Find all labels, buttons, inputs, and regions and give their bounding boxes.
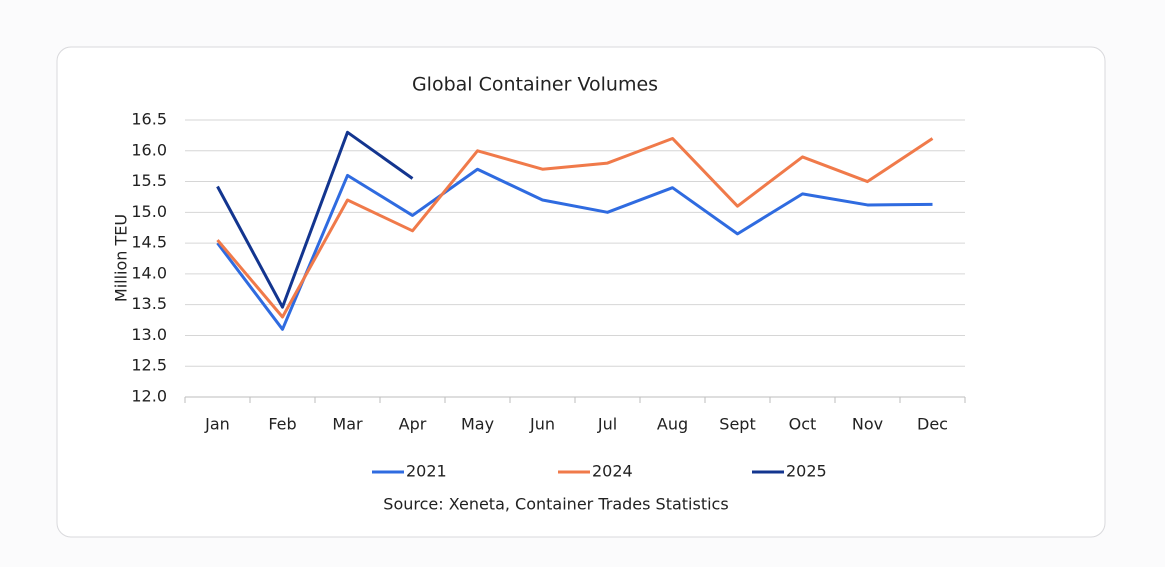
x-tick-label: Jun [529, 415, 555, 434]
chart-title: Global Container Volumes [412, 74, 658, 96]
x-tick-label: Nov [852, 415, 883, 434]
y-tick-label: 12.5 [131, 356, 167, 375]
y-axis-label: Million TEU [112, 214, 131, 302]
source: Source: Xeneta, Container Trades Statist… [383, 495, 728, 514]
y-tick-label: 14.5 [131, 233, 167, 252]
y-tick-label: 15.5 [131, 171, 167, 190]
x-tick-label: Aug [657, 415, 688, 434]
y-tick-label: 15.0 [131, 202, 167, 221]
y-tick-label: 14.0 [131, 263, 167, 282]
line-series [216, 136, 934, 319]
card [56, 46, 1106, 538]
line-series [216, 130, 414, 309]
x-tick-label: Dec [917, 415, 948, 434]
y-tick-label: 16.5 [131, 110, 167, 129]
y-tick-label: 13.5 [131, 294, 167, 313]
y-tick-label: 12.0 [131, 387, 167, 406]
legend-label: 2025 [786, 462, 827, 481]
line-series [216, 167, 933, 331]
x-tick-label: Mar [332, 415, 363, 434]
legend-label: 2024 [592, 462, 633, 481]
y-tick-label: 16.0 [131, 140, 167, 159]
x-tick-label: Sept [719, 415, 755, 434]
x-tick-label: Apr [399, 415, 427, 434]
x-tick-label: Oct [789, 415, 817, 434]
x-tick-label: May [461, 415, 494, 434]
legend-label: 2021 [406, 462, 447, 481]
y-tick-label: 13.0 [131, 325, 167, 344]
x-tick-label: Jan [204, 415, 230, 434]
x-tick-label: Jul [597, 415, 617, 434]
x-tick-label: Feb [268, 415, 296, 434]
